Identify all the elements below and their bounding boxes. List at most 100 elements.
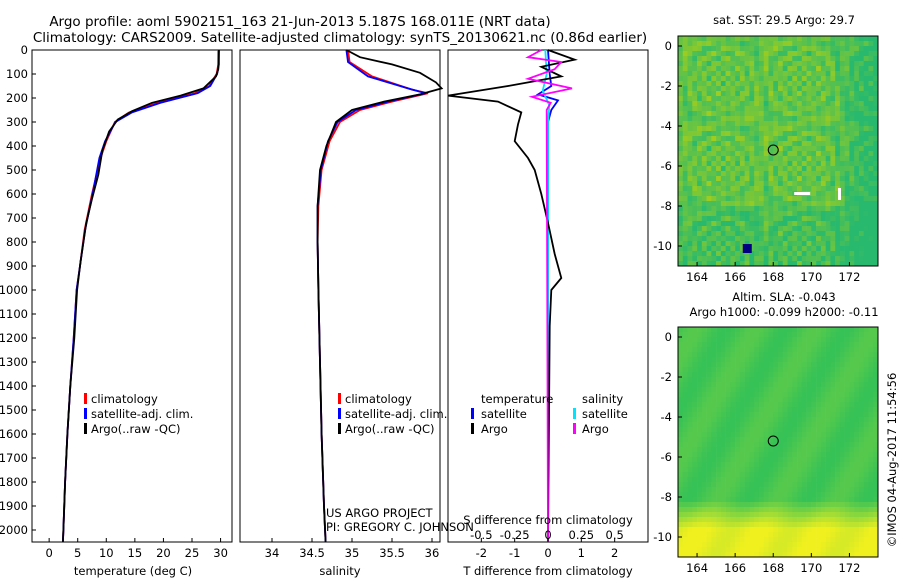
map-cell <box>773 362 779 368</box>
map-cell <box>682 507 688 513</box>
map-cell <box>778 452 784 458</box>
s-difference-label: S difference from climatology <box>463 513 633 527</box>
map-cell <box>749 417 755 423</box>
x-tick-label: 35 <box>345 546 360 560</box>
map-cell <box>830 251 836 257</box>
map-cell <box>725 457 731 463</box>
map-cell <box>763 241 769 247</box>
map-cell <box>854 86 860 92</box>
map-cell <box>711 106 717 112</box>
map-cell <box>754 161 760 167</box>
map-cell <box>797 552 803 558</box>
map-cell <box>706 61 712 67</box>
map-cell <box>811 432 817 438</box>
map-cell <box>744 487 750 493</box>
map-cell <box>844 226 850 232</box>
map-cell <box>849 96 855 102</box>
map-cell <box>678 251 684 257</box>
map-cell <box>849 427 855 433</box>
map-cell <box>844 91 850 97</box>
map-cell <box>735 372 741 378</box>
map-cell <box>820 61 826 67</box>
map-cell <box>863 91 869 97</box>
map-cell <box>792 377 798 383</box>
map-cell <box>835 71 841 77</box>
map-cell <box>792 442 798 448</box>
map-cell <box>806 136 812 142</box>
map-cell <box>763 397 769 403</box>
map-cell <box>820 347 826 353</box>
map-cell <box>716 357 722 363</box>
map-cell <box>830 241 836 247</box>
map-cell <box>858 362 865 368</box>
map-cell <box>687 412 693 418</box>
legend-label-argo: Argo(..raw -QC) <box>91 422 181 436</box>
x-tick-label: 30 <box>213 546 228 560</box>
map-cell <box>678 492 684 498</box>
map-cell <box>787 216 793 222</box>
map-cell <box>849 462 855 468</box>
map-cell <box>816 522 822 528</box>
map-cell <box>835 527 841 533</box>
map-cell <box>797 201 803 207</box>
map-cell <box>787 412 793 418</box>
map-cell <box>730 457 736 463</box>
map-cell <box>735 547 741 553</box>
map-cell <box>773 216 779 222</box>
map-cell <box>687 407 693 413</box>
map-cell <box>754 61 760 67</box>
map-cell <box>682 36 688 42</box>
map-cell <box>830 221 836 227</box>
sla-map-frame <box>677 326 879 558</box>
map-cell <box>711 206 717 212</box>
map-cell <box>716 241 722 247</box>
map-cell <box>873 362 879 368</box>
map-cell <box>792 537 798 543</box>
map-cell <box>697 86 703 92</box>
map-cell <box>711 156 717 162</box>
map-cell <box>754 166 760 172</box>
map-cell <box>830 131 836 137</box>
map-cell <box>797 512 803 518</box>
map-cell <box>725 186 731 192</box>
map-cell <box>801 201 807 207</box>
map-cell <box>758 226 765 232</box>
map-cell <box>773 136 779 142</box>
map-cell <box>758 427 765 433</box>
map-cell <box>739 181 745 187</box>
map-cell <box>744 66 750 72</box>
map-cell <box>849 81 855 87</box>
map-cell <box>806 352 812 358</box>
map-cell <box>711 552 717 558</box>
map-cell <box>782 542 788 548</box>
map-cell <box>868 382 874 388</box>
map-cell <box>873 547 879 553</box>
map-cell <box>773 352 779 358</box>
map-cell <box>678 171 684 177</box>
map-cell <box>768 241 774 247</box>
map-cell <box>725 181 731 187</box>
map-cell <box>792 261 798 267</box>
map-cell <box>720 206 726 212</box>
map-cell <box>692 61 698 67</box>
map-cell <box>735 206 741 212</box>
map-cell <box>682 196 688 202</box>
map-cell <box>735 251 741 257</box>
map-cell <box>820 497 826 503</box>
map-cell <box>844 332 850 338</box>
map-cell <box>868 106 874 112</box>
map-cell <box>839 121 845 127</box>
map-cell <box>792 46 798 52</box>
map-cell <box>720 432 726 438</box>
map-cell <box>754 116 760 122</box>
map-cell <box>816 216 822 222</box>
y-tick-label: -2 <box>661 79 672 93</box>
map-cell <box>720 382 726 388</box>
map-cell <box>825 542 831 548</box>
map-cell <box>801 497 807 503</box>
map-cell <box>835 181 841 187</box>
map-cell <box>873 96 879 102</box>
map-cell <box>716 161 722 167</box>
map-cell <box>792 517 798 523</box>
map-cell <box>682 397 688 403</box>
